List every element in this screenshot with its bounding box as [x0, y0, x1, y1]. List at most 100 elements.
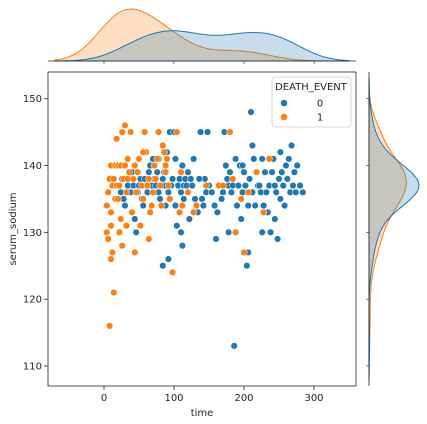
y-axis-ticks: 110 120 130 140 150: [23, 94, 48, 372]
scatter-point-1: [149, 188, 157, 196]
scatter-point-0: [199, 202, 207, 210]
scatter-point-0: [177, 228, 185, 236]
scatter-point-1: [148, 202, 156, 210]
scatter-point-0: [290, 168, 298, 176]
x-tick-label: 100: [164, 393, 183, 404]
scatter-point-0: [276, 195, 284, 203]
scatter-point-0: [225, 228, 233, 236]
scatter-point-0: [191, 195, 199, 203]
scatter-point-1: [202, 182, 210, 190]
scatter-point-1: [162, 168, 170, 176]
legend: DEATH_EVENT 0 1: [271, 76, 352, 128]
scatter-point-0: [185, 215, 193, 223]
scatter-point-0: [132, 228, 140, 236]
scatter-point-1: [145, 175, 153, 183]
x-tick-label: 200: [234, 393, 253, 404]
scatter-point-1: [131, 161, 139, 170]
scatter-point-1: [240, 248, 248, 256]
y-tick-label: 130: [23, 228, 42, 239]
scatter-point-1: [121, 161, 129, 170]
scatter-points: [103, 108, 307, 350]
scatter-point-1: [128, 208, 136, 216]
scatter-point-0: [190, 155, 198, 163]
scatter-point-0: [296, 182, 304, 190]
scatter-point-0: [293, 161, 301, 170]
scatter-point-1: [134, 168, 142, 176]
scatter-point-1: [139, 195, 147, 203]
scatter-point-1: [265, 155, 273, 163]
scatter-point-0: [279, 182, 287, 190]
scatter-point-0: [171, 155, 179, 163]
scatter-point-0: [227, 188, 235, 196]
scatter-point-0: [164, 188, 172, 196]
scatter-point-0: [288, 141, 296, 150]
scatter-point-0: [247, 108, 255, 116]
scatter-point-0: [169, 175, 177, 183]
scatter-point-0: [218, 195, 226, 203]
scatter-point-0: [234, 182, 242, 190]
right-kde-1: [368, 78, 407, 380]
scatter-point-1: [107, 208, 115, 216]
scatter-point-1: [131, 248, 139, 256]
legend-marker-1: [280, 113, 288, 121]
scatter-point-1: [260, 208, 268, 216]
scatter-point-0: [281, 202, 289, 210]
x-tick-label: 300: [304, 393, 323, 404]
scatter-point-1: [106, 322, 114, 330]
scatter-point-1: [113, 135, 121, 143]
scatter-point-1: [103, 228, 111, 236]
scatter-point-0: [156, 195, 164, 203]
scatter-point-0: [244, 202, 252, 210]
scatter-point-1: [118, 242, 126, 250]
legend-box: [271, 76, 352, 128]
scatter-point-1: [122, 188, 130, 196]
scatter-point-0: [276, 148, 284, 156]
scatter-point-0: [222, 161, 230, 170]
scatter-point-0: [299, 188, 307, 196]
scatter-point-1: [129, 175, 137, 183]
scatter-point-1: [127, 128, 135, 136]
top-kde-1: [54, 8, 349, 62]
plot-frame: [47, 71, 357, 387]
y-tick-label: 110: [23, 361, 42, 372]
scatter-point-0: [164, 255, 172, 263]
y-tick-label: 150: [23, 94, 42, 105]
scatter-point-0: [283, 175, 291, 183]
scatter-point-0: [145, 168, 153, 176]
scatter-point-0: [198, 195, 206, 203]
scatter-point-0: [159, 262, 167, 270]
scatter-point-1: [229, 175, 237, 183]
scatter-point-0: [251, 202, 259, 210]
scatter-point-0: [255, 182, 263, 190]
scatter-point-0: [173, 222, 181, 230]
scatter-point-0: [272, 188, 280, 196]
scatter-point-0: [159, 175, 167, 183]
scatter-point-0: [260, 202, 268, 210]
scatter-point-1: [163, 155, 171, 163]
scatter-point-1: [164, 182, 172, 190]
scatter-point-0: [241, 182, 249, 190]
scatter-point-1: [184, 188, 192, 196]
scatter-point-1: [141, 128, 149, 136]
scatter-point-1: [145, 235, 153, 243]
legend-label-1: 1: [317, 113, 323, 124]
top-marginal-kde: [48, 8, 356, 64]
scatter-point-1: [232, 228, 240, 236]
scatter-point-1: [219, 182, 227, 190]
scatter-point-1: [166, 195, 174, 203]
scatter-point-1: [244, 188, 252, 196]
scatter-point-0: [219, 188, 227, 196]
scatter-point-1: [115, 182, 123, 190]
scatter-point-0: [213, 208, 221, 216]
scatter-point-1: [114, 195, 122, 203]
scatter-point-0: [278, 168, 286, 176]
scatter-point-1: [107, 255, 115, 263]
scatter-point-1: [104, 188, 112, 196]
scatter-point-0: [240, 168, 248, 176]
scatter-point-0: [230, 342, 238, 350]
scatter-point-1: [156, 182, 164, 190]
scatter-point-1: [143, 182, 151, 190]
scatter-point-0: [271, 215, 279, 223]
scatter-point-1: [169, 268, 177, 276]
scatter-point-1: [178, 202, 186, 210]
